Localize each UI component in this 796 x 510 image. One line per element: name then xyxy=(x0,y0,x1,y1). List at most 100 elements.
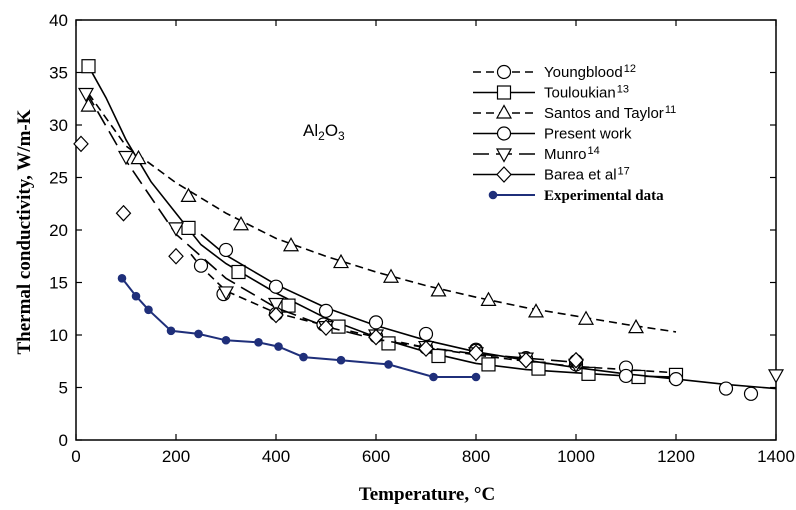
data-point-munro xyxy=(117,150,135,166)
data-point-experimental-data xyxy=(194,329,203,339)
data-point-youngblood xyxy=(193,258,209,273)
data-point-touloukian xyxy=(531,361,546,376)
x-tick-label: 1400 xyxy=(757,447,795,466)
y-tick-label: 40 xyxy=(49,11,68,30)
data-point-experimental-data xyxy=(144,305,153,315)
data-point-experimental-data xyxy=(131,291,141,301)
data-point-munro xyxy=(767,369,785,384)
data-point-touloukian xyxy=(231,264,246,280)
y-tick-label: 0 xyxy=(59,431,68,450)
x-tick-label: 400 xyxy=(262,447,290,466)
data-point-touloukian xyxy=(381,336,396,351)
data-point-barea-et-al xyxy=(568,351,584,369)
data-point-experimental-data xyxy=(429,372,438,382)
legend-item-present-work: Present work xyxy=(473,126,632,143)
x-tick-label: 200 xyxy=(162,447,190,466)
y-axis: 0 5 10 15 20 25 30 35 40 xyxy=(49,11,776,450)
data-point-present-work xyxy=(268,279,284,294)
legend-marker xyxy=(496,85,512,100)
y-tick-label: 20 xyxy=(49,221,68,240)
data-point-experimental-data xyxy=(336,355,346,365)
y-axis-title: Thermal conductivity, W/m-K xyxy=(14,109,35,354)
legend-label: Santos and Taylor11 xyxy=(544,104,676,122)
legend-marker xyxy=(496,166,512,183)
data-point-touloukian xyxy=(481,357,496,372)
legend-label: Present work xyxy=(544,126,632,143)
series-barea-et-al xyxy=(73,135,584,369)
data-point-barea-et-al xyxy=(115,204,132,222)
legend-marker xyxy=(488,190,498,200)
y-tick-label: 10 xyxy=(49,326,68,345)
data-point-munro xyxy=(77,87,95,103)
data-point-experimental-data xyxy=(274,342,283,351)
data-point-touloukian xyxy=(81,59,96,74)
data-point-barea-et-al xyxy=(318,319,334,337)
y-tick-label: 15 xyxy=(49,274,68,293)
data-point-touloukian xyxy=(581,366,596,381)
data-point-experimental-data xyxy=(117,274,127,283)
data-point-santos-and-taylor xyxy=(430,282,447,297)
al2o3-annotation: Al2O3 xyxy=(303,121,345,143)
legend-marker xyxy=(496,126,512,141)
data-point-present-work xyxy=(418,326,434,342)
data-point-santos-and-taylor xyxy=(627,318,645,334)
data-point-munro xyxy=(217,286,235,301)
series-line-santos-and-taylor xyxy=(87,93,677,333)
data-point-present-work xyxy=(318,303,334,318)
x-tick-label: 1200 xyxy=(657,447,695,466)
data-point-santos-and-taylor xyxy=(232,216,250,231)
legend-item-touloukian: Touloukian13 xyxy=(473,84,629,102)
data-point-present-work xyxy=(718,381,734,396)
annotation-subscript: 2 xyxy=(318,129,325,143)
legend-label: Munro14 xyxy=(544,145,600,163)
legend-marker xyxy=(496,64,512,80)
data-point-santos-and-taylor xyxy=(282,237,300,252)
data-point-santos-and-taylor xyxy=(480,291,497,306)
series-present-work xyxy=(200,233,777,401)
legend: Youngblood12 Touloukian13 Santos and Taylo… xyxy=(473,63,676,204)
legend-label: Youngblood12 xyxy=(544,63,636,81)
legend-marker xyxy=(495,104,513,119)
data-point-santos-and-taylor xyxy=(577,310,595,325)
data-point-munro xyxy=(267,297,285,313)
data-point-barea-et-al xyxy=(468,344,484,362)
series-experimental-data xyxy=(117,274,481,382)
series-layer xyxy=(73,59,785,401)
data-point-experimental-data xyxy=(221,335,231,345)
x-tick-label: 0 xyxy=(71,447,80,466)
data-point-experimental-data xyxy=(471,372,481,382)
data-point-touloukian xyxy=(331,319,346,334)
legend-item-santos-and-taylor: Santos and Taylor11 xyxy=(473,104,676,122)
data-point-barea-et-al xyxy=(168,247,184,265)
data-point-santos-and-taylor xyxy=(130,149,147,165)
y-tick-label: 35 xyxy=(49,64,68,83)
legend-item-experimental-data: Experimental data xyxy=(488,188,664,204)
x-tick-label: 1000 xyxy=(557,447,595,466)
legend-label: Experimental data xyxy=(544,188,664,204)
data-point-barea-et-al xyxy=(268,306,284,324)
legend-item-munro: Munro14 xyxy=(473,145,600,163)
x-axis-title: Temperature, °C xyxy=(359,484,495,505)
legend-item-youngblood: Youngblood12 xyxy=(473,63,636,81)
data-point-present-work xyxy=(743,386,759,401)
x-tick-label: 600 xyxy=(362,447,390,466)
data-point-barea-et-al xyxy=(518,351,534,369)
legend-item-barea-et-al: Barea et al17 xyxy=(473,166,630,184)
data-point-santos-and-taylor xyxy=(382,268,400,283)
y-tick-label: 30 xyxy=(49,116,68,135)
legend-label: Barea et al17 xyxy=(544,166,630,184)
legend-marker xyxy=(495,148,513,163)
data-point-santos-and-taylor xyxy=(527,303,545,318)
series-santos-and-taylor xyxy=(80,93,677,334)
data-point-experimental-data xyxy=(299,352,308,362)
data-point-experimental-data xyxy=(384,360,393,369)
legend-label: Touloukian13 xyxy=(544,84,629,102)
data-point-santos-and-taylor xyxy=(332,253,350,269)
data-point-present-work xyxy=(618,368,634,384)
data-point-barea-et-al xyxy=(418,340,434,358)
data-point-barea-et-al xyxy=(368,328,384,346)
data-point-touloukian xyxy=(631,369,646,385)
data-point-present-work xyxy=(218,242,234,258)
x-tick-label: 800 xyxy=(462,447,490,466)
